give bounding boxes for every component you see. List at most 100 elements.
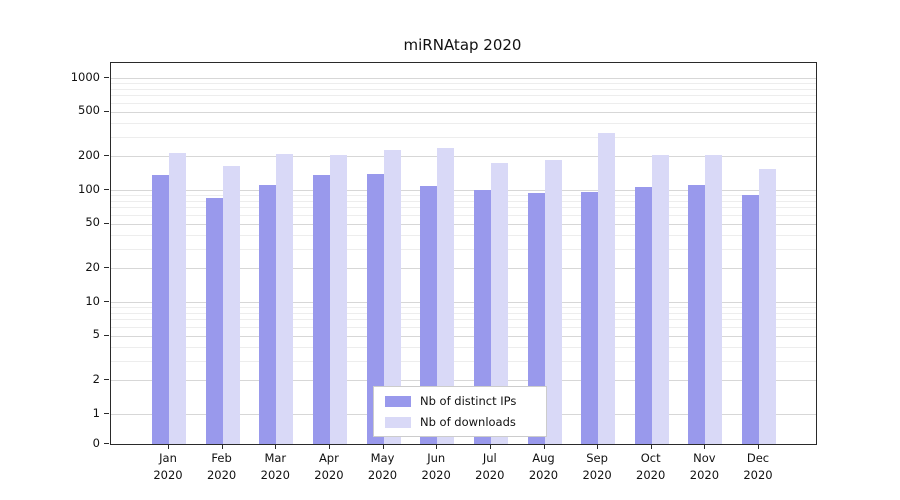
x-axis-tick-year: 2020 (367, 467, 398, 482)
gridline-minor (111, 195, 816, 197)
gridline-major (111, 223, 816, 225)
x-axis-tick-month: Jan (159, 451, 177, 465)
gridline-minor (111, 248, 816, 250)
bar-downloads-may (383, 149, 401, 444)
x-axis-tick-label: Aug 2020 (516, 450, 572, 483)
bar-distinct-ips-feb (205, 197, 223, 444)
gridline-minor (111, 326, 816, 328)
gridline-minor (111, 83, 816, 85)
y-axis-tick-label: 20 (85, 259, 100, 274)
gridline-major (111, 190, 816, 191)
gridline-major (111, 78, 816, 79)
gridline-minor (111, 207, 816, 209)
x-axis-tick-mark (436, 444, 438, 449)
x-axis-tick-mark (489, 444, 491, 449)
x-axis-tick-mark (704, 444, 706, 449)
x-axis-tick-mark (758, 444, 759, 449)
gridline-minor (111, 312, 816, 314)
gridline-minor (111, 360, 816, 362)
gridline-major (111, 156, 816, 158)
y-axis-tick-mark (104, 334, 109, 336)
x-axis-tick-label: May 2020 (355, 450, 411, 483)
x-axis-tick-month: Jul (482, 451, 497, 465)
x-axis-tick-year: 2020 (743, 467, 773, 482)
bar-downloads-nov (705, 155, 723, 444)
x-axis-tick-mark (221, 444, 223, 449)
bar-distinct-ips-apr (312, 175, 330, 444)
plot-area: Nb of distinct IPs Nb of downloads (110, 62, 817, 445)
gridline-major (111, 380, 816, 382)
x-axis-tick-mark (168, 444, 169, 449)
bar-distinct-ips-nov (688, 185, 706, 444)
legend-label-downloads: Nb of downloads (420, 415, 516, 429)
bar-downloads-jun (437, 148, 455, 444)
x-axis-tick-year: 2020 (314, 467, 344, 482)
y-axis-tick-label: 10 (85, 293, 100, 308)
x-axis-tick-label: Mar 2020 (247, 450, 303, 483)
y-axis-tick-mark (104, 110, 109, 112)
bar-downloads-jan (169, 152, 186, 444)
gridline-minor (111, 102, 816, 104)
bar-distinct-ips-sep (581, 192, 599, 444)
x-axis-tick-month: Mar (264, 451, 287, 465)
x-axis-tick-label: Sep 2020 (569, 450, 625, 483)
bar-downloads-oct (651, 155, 669, 444)
gridline-minor (111, 214, 816, 216)
y-axis-tick-mark (104, 155, 109, 157)
x-axis-tick-month: Dec (746, 451, 770, 465)
gridline-minor (111, 88, 816, 90)
x-axis-tick-year: 2020 (689, 467, 720, 482)
x-axis-tick-label: Feb 2020 (194, 450, 250, 483)
gridline-major (111, 268, 816, 270)
y-axis-tick-label: 100 (78, 181, 100, 196)
x-axis-tick-month: Jun (427, 451, 446, 465)
bar-downloads-sep (598, 133, 616, 444)
x-axis-tick-label: Oct 2020 (623, 450, 679, 483)
x-axis-tick-mark (543, 444, 545, 449)
x-axis-tick-label: Jun 2020 (408, 450, 464, 483)
x-axis-tick-year: 2020 (475, 467, 505, 482)
legend-label-distinct-ips: Nb of distinct IPs (420, 394, 517, 408)
x-axis-tick-year: 2020 (421, 467, 451, 482)
gridline-minor (111, 346, 816, 348)
y-axis-tick-label: 500 (78, 103, 100, 118)
y-axis-tick-mark (104, 301, 109, 302)
y-axis-tick-label: 200 (78, 147, 100, 162)
legend-swatch-distinct-ips (385, 395, 411, 407)
x-axis-tick-label: Apr 2020 (301, 450, 357, 483)
gridline-minor (111, 95, 816, 97)
x-axis-tick-mark (275, 444, 277, 449)
bar-distinct-ips-jun (420, 186, 438, 444)
y-axis-tick-mark (104, 189, 109, 190)
bar-downloads-aug (544, 160, 562, 444)
gridline-minor (111, 200, 816, 202)
bar-distinct-ips-mar (259, 185, 277, 444)
legend-swatch-downloads (385, 416, 411, 428)
chart-title: miRNAtap 2020 (403, 36, 522, 54)
x-axis-tick-month: Aug (532, 451, 555, 465)
gridline-major (111, 335, 816, 337)
x-axis-tick-mark (597, 444, 599, 449)
x-axis-tick-label: Nov 2020 (676, 450, 732, 483)
gridline-minor (111, 234, 816, 236)
bar-downloads-feb (222, 165, 240, 444)
x-axis-tick-mark (328, 444, 330, 449)
bar-downloads-mar (276, 153, 294, 444)
bar-downloads-apr (329, 155, 347, 444)
bar-downloads-jul (490, 162, 508, 444)
x-axis-tick-month: Feb (211, 451, 232, 465)
x-axis-tick-year: 2020 (206, 467, 237, 482)
x-axis-tick-year: 2020 (153, 467, 183, 482)
x-axis-tick-label: Jul 2020 (462, 450, 518, 483)
y-axis-tick-label: 50 (85, 215, 100, 230)
bar-distinct-ips-may (366, 173, 384, 444)
x-axis-tick-month: May (370, 451, 395, 465)
y-axis-tick-mark (104, 222, 109, 224)
y-axis-tick-mark (104, 443, 109, 444)
x-axis-tick-year: 2020 (636, 467, 666, 482)
x-axis-tick-month: Sep (586, 451, 608, 465)
y-axis-tick-mark (104, 267, 109, 269)
y-axis-tick-mark (104, 379, 109, 381)
bar-distinct-ips-aug (527, 192, 545, 444)
bar-distinct-ips-oct (634, 186, 652, 444)
